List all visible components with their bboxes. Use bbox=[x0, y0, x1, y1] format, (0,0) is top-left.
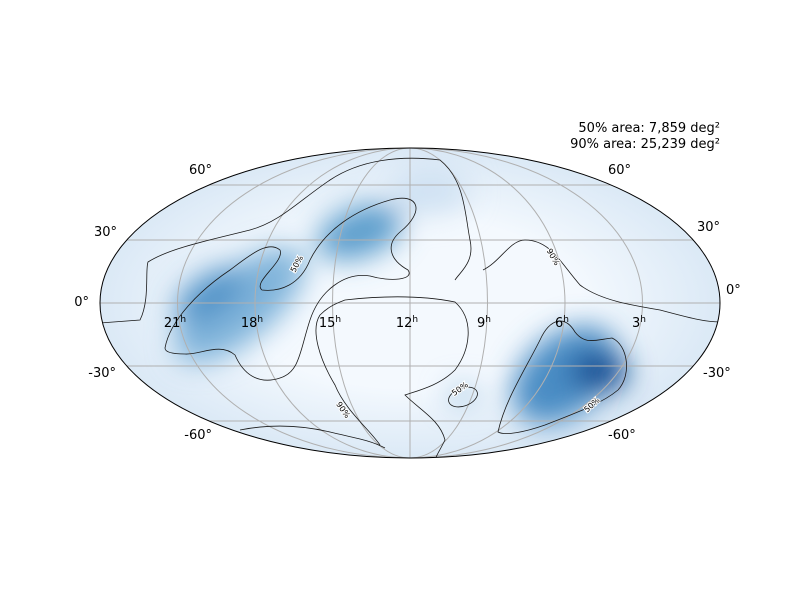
blob bbox=[572, 352, 628, 392]
ra-number: 21 bbox=[164, 316, 181, 331]
ra-number: 3 bbox=[632, 316, 640, 331]
blob bbox=[390, 165, 470, 215]
map-border bbox=[99, 147, 721, 459]
contour-50 bbox=[164, 197, 417, 381]
meridian bbox=[332, 148, 411, 458]
ra-label: 12h bbox=[396, 315, 418, 331]
blob bbox=[175, 266, 245, 324]
ra-number: 18 bbox=[241, 316, 258, 331]
dec-label: 60° bbox=[189, 163, 212, 178]
meridian bbox=[409, 148, 643, 458]
dec-label: 30° bbox=[94, 225, 117, 240]
dec-label: 30° bbox=[697, 220, 720, 235]
ra-number: 6 bbox=[555, 316, 563, 331]
meridian bbox=[409, 148, 566, 458]
ra-unit: h bbox=[485, 315, 491, 325]
dec-label: -30° bbox=[703, 366, 731, 381]
meridian bbox=[254, 148, 411, 458]
meridian bbox=[177, 148, 411, 458]
graticule bbox=[100, 148, 720, 458]
area-annotation: 90% area: 25,239 deg² bbox=[570, 137, 720, 152]
ra-label: 15h bbox=[319, 315, 341, 331]
ra-label: 21h bbox=[164, 315, 186, 331]
ra-unit: h bbox=[180, 315, 186, 325]
contour-50 bbox=[497, 320, 627, 434]
ra-label: 3h bbox=[632, 315, 646, 331]
ra-unit: h bbox=[640, 315, 646, 325]
contour-90 bbox=[482, 239, 720, 323]
area-annotation: 50% area: 7,859 deg² bbox=[578, 121, 720, 136]
dec-label: -30° bbox=[88, 366, 116, 381]
ra-unit: h bbox=[335, 315, 341, 325]
ra-unit: h bbox=[412, 315, 418, 325]
probability-map bbox=[100, 148, 720, 458]
dec-label: -60° bbox=[184, 428, 212, 443]
dec-label: 60° bbox=[608, 163, 631, 178]
contour-50 bbox=[448, 386, 478, 408]
blob bbox=[174, 247, 306, 363]
contour-90 bbox=[100, 157, 472, 324]
ra-number: 15 bbox=[319, 316, 336, 331]
ra-label: 6h bbox=[555, 315, 569, 331]
ra-label: 18h bbox=[241, 315, 263, 331]
contour-90 bbox=[239, 296, 469, 458]
ra-unit: h bbox=[257, 315, 263, 325]
ra-number: 9 bbox=[477, 316, 485, 331]
probability-blobs bbox=[174, 165, 628, 425]
dec-label: 0° bbox=[74, 295, 89, 310]
ra-unit: h bbox=[563, 315, 569, 325]
dec-label: 0° bbox=[726, 283, 741, 298]
ra-number: 12 bbox=[396, 316, 413, 331]
ra-label: 9h bbox=[477, 315, 491, 331]
dec-label: -60° bbox=[608, 428, 636, 443]
